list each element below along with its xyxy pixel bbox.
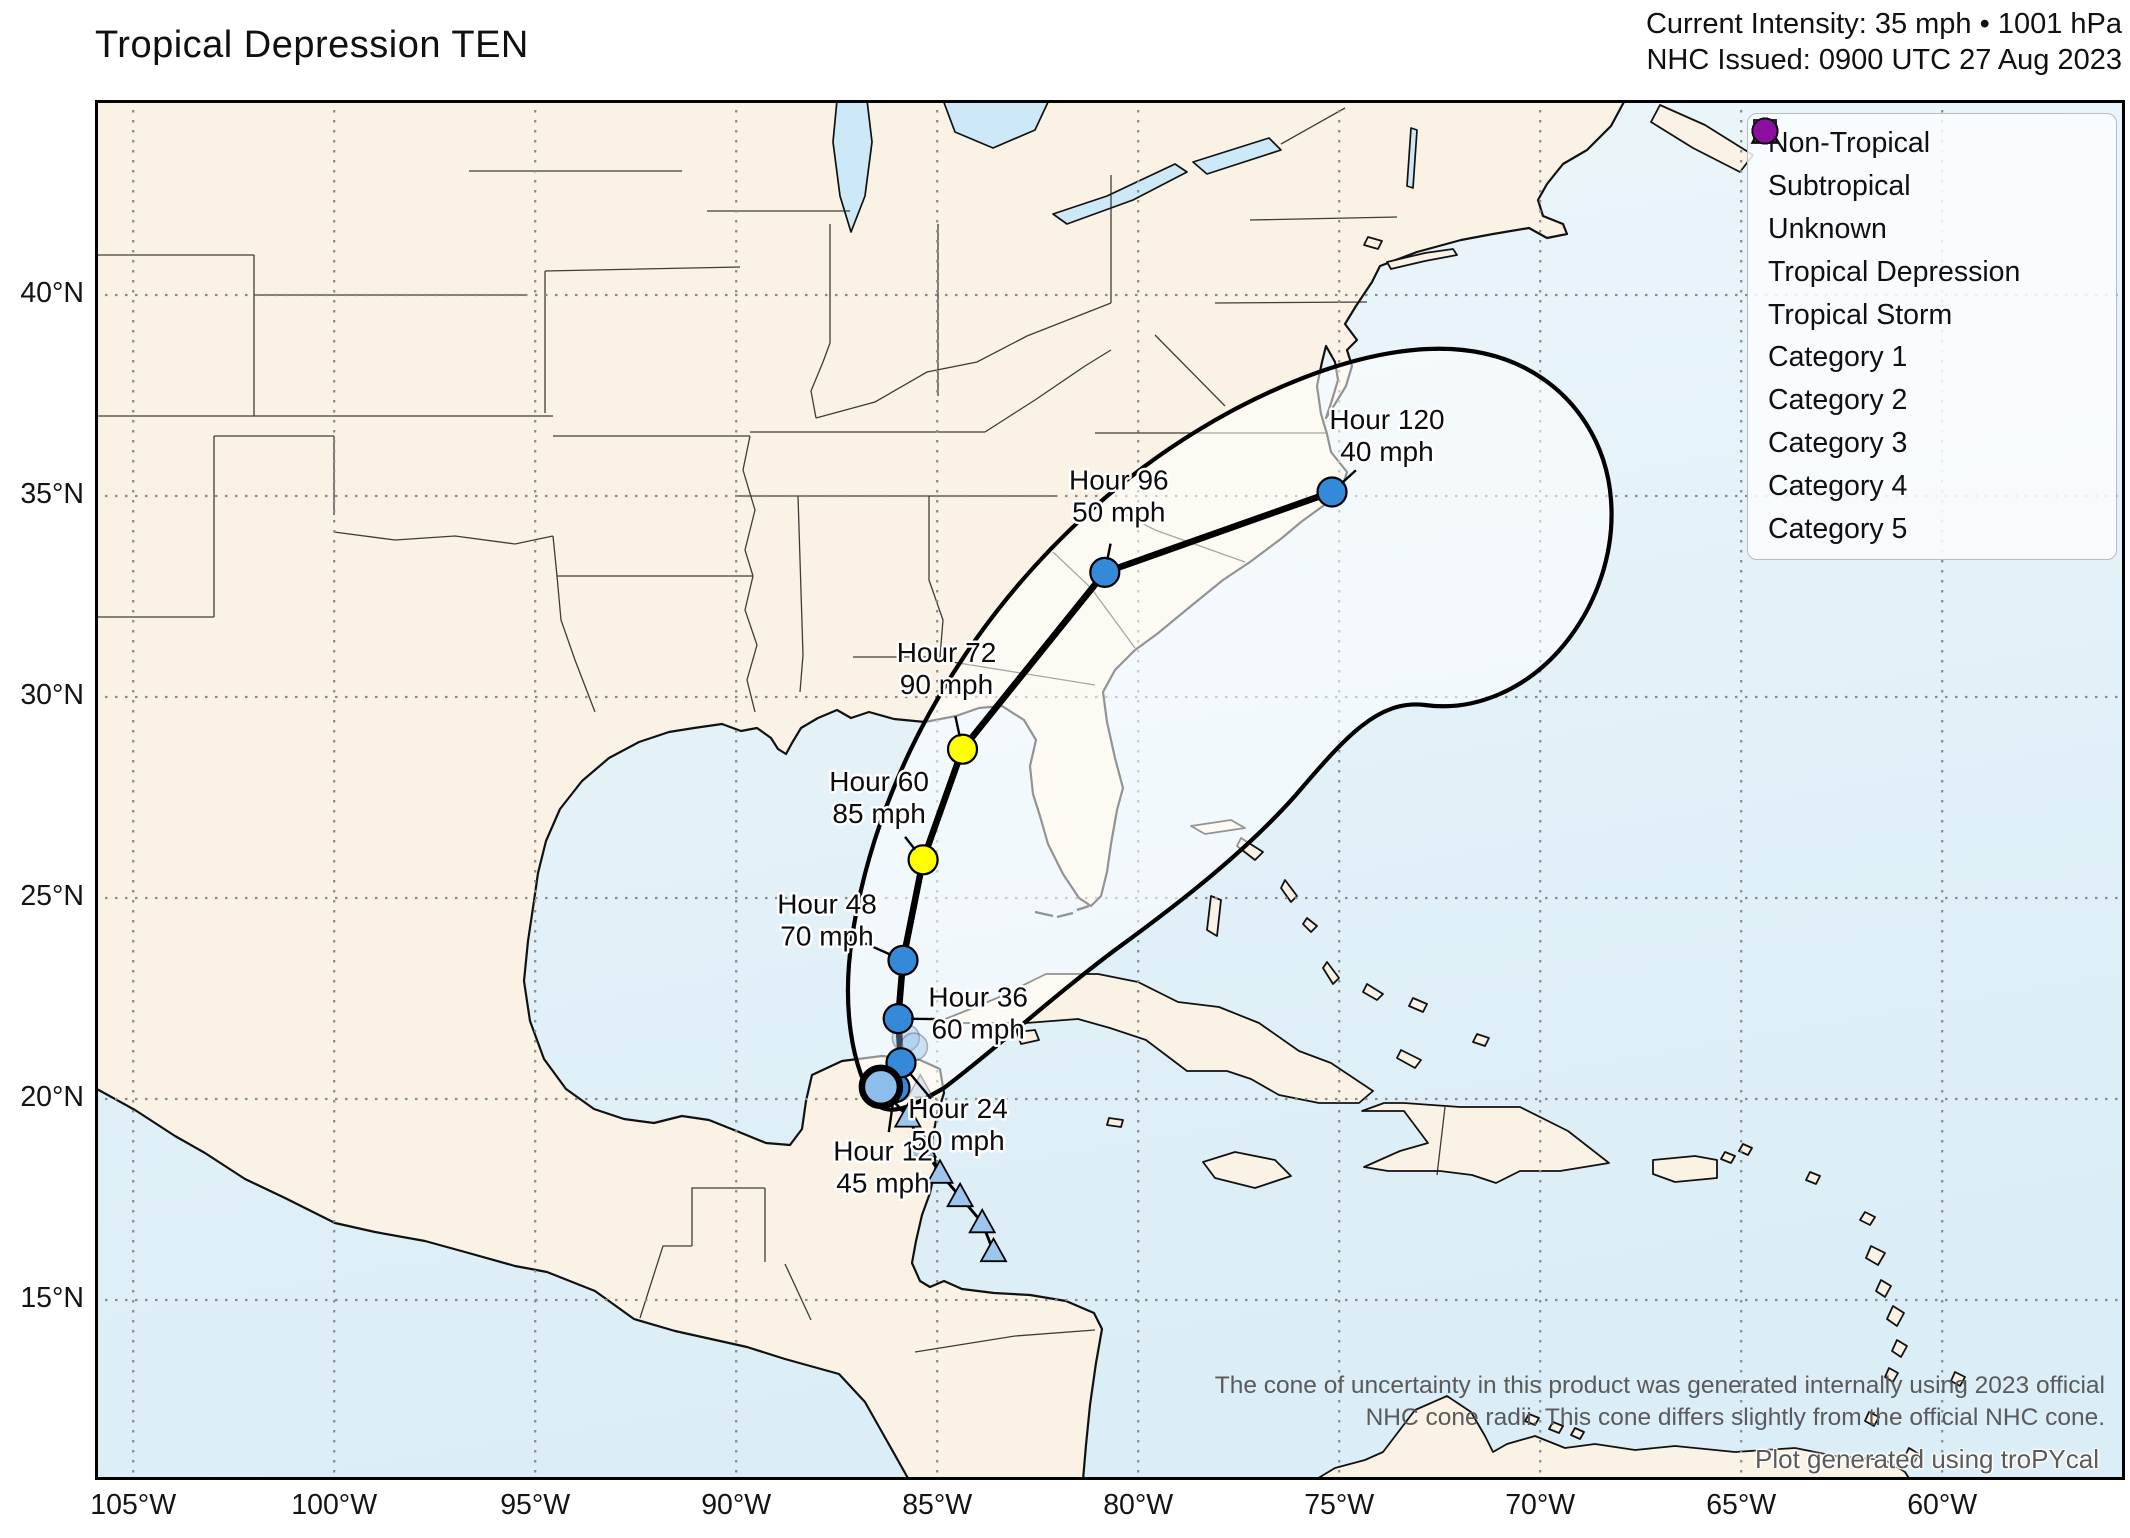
legend-item-label: Subtropical	[1768, 169, 1911, 202]
forecast-point-hour-96	[1089, 556, 1121, 588]
legend-item-label: Unknown	[1768, 212, 1887, 245]
x-tick-label: 100°W	[291, 1489, 378, 1521]
past-point-non-tropical	[946, 1181, 975, 1208]
y-tick-label: 25°N	[20, 880, 84, 912]
plot-title: Tropical Depression TEN	[95, 24, 529, 66]
map-frame	[95, 100, 2125, 1480]
nantucket	[1363, 236, 1383, 250]
x-tick-label: 80°W	[1103, 1489, 1174, 1521]
isla-juventud	[1016, 1029, 1040, 1045]
past-point-non-tropical	[979, 1236, 1008, 1263]
puerto-rico	[1652, 1155, 1718, 1183]
cone-of-uncertainty	[845, 346, 1614, 1112]
y-tick-label: 15°N	[20, 1282, 84, 1314]
current-position-marker	[858, 1064, 904, 1110]
svg-text:85 mph: 85 mph	[832, 798, 925, 829]
nova-scotia	[1650, 104, 1754, 173]
x-tick-label: 90°W	[701, 1489, 772, 1521]
legend-item: Non-Tropical	[1748, 117, 2116, 163]
forecast-point-hour-36	[882, 1002, 914, 1035]
x-tick-label: 60°W	[1907, 1489, 1978, 1521]
legend-item-label: Tropical Storm	[1768, 298, 1953, 331]
legend-item-label: Tropical Depression	[1768, 255, 2021, 288]
x-tick-label: 105°W	[90, 1489, 177, 1521]
y-tick-label: 30°N	[20, 679, 84, 711]
cone-disclaimer-line1: The cone of uncertainty in this product …	[1214, 1372, 2105, 1399]
forecast-point-hour-72	[946, 733, 979, 765]
svg-text:Hour 60: Hour 60	[829, 766, 929, 797]
svg-text:45 mph: 45 mph	[836, 1168, 929, 1199]
svg-text:70 mph: 70 mph	[780, 920, 873, 951]
forecast-point-hour-48	[887, 944, 919, 976]
legend-item-label: Category 4	[1768, 470, 1908, 503]
map-area: Hour 12 45 mph Hour 24 50 mph Hour 36 60 mph H…	[95, 100, 2125, 1480]
x-tick-label: 75°W	[1304, 1489, 1375, 1521]
forecast-point-hour-120	[1316, 476, 1348, 508]
legend-box: Non-Tropical Subtropical Unknown Tropical D…	[1747, 113, 2117, 560]
svg-text:50 mph: 50 mph	[1072, 496, 1165, 527]
svg-text:Hour 120: Hour 120	[1329, 404, 1444, 435]
storm-track	[858, 476, 1348, 1263]
lesser-antilles	[1720, 1143, 1966, 1480]
legend-item-label: Category 1	[1768, 341, 1908, 374]
cone-disclaimer-line2: NHC cone radii. This cone differs slight…	[1365, 1404, 2105, 1431]
circle-marker-icon	[1751, 117, 1779, 145]
svg-text:Hour 36: Hour 36	[928, 982, 1028, 1013]
jamaica	[1202, 1151, 1292, 1189]
past-point-non-tropical	[925, 1158, 955, 1184]
legend-item: Tropical Storm	[1748, 117, 2116, 335]
abc-islands	[1524, 1413, 1585, 1440]
x-tick-label: 70°W	[1505, 1489, 1576, 1521]
legend-item: Category 1	[1748, 117, 2116, 378]
svg-text:Hour 24: Hour 24	[908, 1093, 1008, 1124]
legend-item: Tropical Depression	[1748, 117, 2116, 292]
svg-text:Hour 96: Hour 96	[1069, 464, 1169, 495]
x-tick-label: 95°W	[500, 1489, 571, 1521]
svg-text:Hour 48: Hour 48	[777, 888, 877, 919]
svg-text:60 mph: 60 mph	[931, 1014, 1024, 1045]
y-tick-label: 20°N	[20, 1081, 84, 1113]
hispaniola	[1361, 1102, 1610, 1184]
legend-item-label: Category 2	[1768, 384, 1908, 417]
cayman-islands	[1106, 1117, 1124, 1128]
svg-text:50 mph: 50 mph	[911, 1125, 1004, 1156]
central-america-borders	[639, 1187, 1096, 1353]
current-intensity-text: Current Intensity: 35 mph • 1001 hPa	[1645, 8, 2122, 40]
x-tick-label: 85°W	[902, 1489, 973, 1521]
y-tick-label: 40°N	[20, 277, 84, 309]
tropycal-credit: Plot generated using troPYcal	[1755, 1444, 2099, 1474]
header-info: Current Intensity: 35 mph • 1001 hPa NHC…	[1646, 6, 2122, 78]
legend-item: Category 3	[1748, 117, 2116, 464]
past-point-non-tropical	[968, 1207, 997, 1234]
legend-item: Category 5	[1748, 117, 2116, 549]
y-tick-label: 35°N	[20, 478, 84, 510]
legend-item-label: Non-Tropical	[1768, 126, 1931, 159]
south-america-coast	[1314, 1395, 1911, 1480]
issued-time-text: NHC Issued: 0900 UTC 27 Aug 2023	[1646, 44, 2122, 76]
past-point-non-tropical	[909, 1132, 938, 1158]
legend-item: Unknown	[1748, 117, 2116, 249]
svg-text:40 mph: 40 mph	[1340, 436, 1433, 467]
legend-item-label: Category 5	[1768, 512, 1908, 545]
forecast-point-hour-60	[907, 844, 939, 876]
great-lakes	[832, 100, 1418, 233]
past-point-non-tropical	[893, 1102, 922, 1128]
haiti-dr-border	[1436, 1106, 1446, 1176]
legend-item-label: Category 3	[1768, 427, 1908, 460]
svg-text:Hour 12: Hour 12	[833, 1136, 933, 1167]
legend-item: Subtropical	[1748, 119, 2116, 206]
cone-disclaimer: The cone of uncertainty in this product …	[1105, 1370, 2105, 1434]
svg-text:Hour 72: Hour 72	[897, 637, 997, 668]
x-tick-label: 65°W	[1706, 1489, 1777, 1521]
long-island	[1386, 248, 1458, 270]
svg-text:90 mph: 90 mph	[900, 669, 993, 700]
legend-item: Category 4	[1748, 117, 2116, 507]
legend-item: Category 2	[1748, 117, 2116, 421]
